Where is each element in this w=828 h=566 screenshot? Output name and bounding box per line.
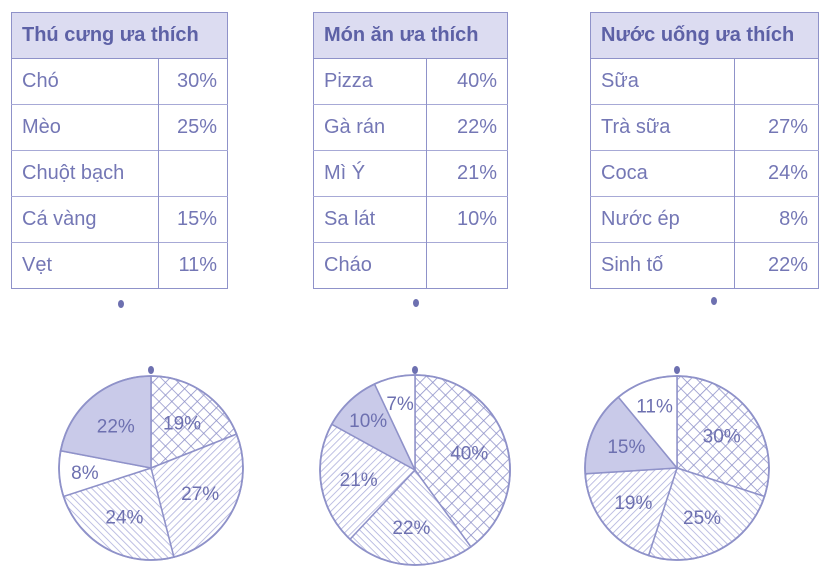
pie-slice-label: 40% [450, 443, 488, 464]
pie-slice-label: 25% [683, 508, 721, 529]
table-dot [413, 299, 419, 307]
table-row: Cá vàng 15% [11, 196, 228, 243]
pie-slice-label: 11% [636, 397, 673, 418]
table-row: Nước ép 8% [590, 196, 819, 243]
table-title: Món ăn ưa thích [313, 12, 508, 59]
table-row: Gà rán 22% [313, 104, 508, 151]
table-title: Thú cưng ưa thích [11, 12, 228, 59]
table-row: Chuột bạch [11, 150, 228, 197]
table-row: Vẹt 11% [11, 242, 228, 289]
table-row: Sinh tố 22% [590, 242, 819, 289]
table-dot [711, 297, 717, 305]
table-row: Mèo 25% [11, 104, 228, 151]
pie-slice-label: 15% [607, 437, 645, 458]
pie-slice-label: 22% [392, 518, 430, 539]
pie-slice-label: 24% [105, 507, 143, 528]
pie-slice-label: 19% [614, 493, 652, 514]
pie-dot [674, 366, 680, 374]
pie-slice-label: 30% [703, 427, 741, 448]
table-row: Mì Ý 21% [313, 150, 508, 197]
pie-slice-label: 21% [340, 470, 378, 491]
table-row: Sữa [590, 58, 819, 105]
table-row: Coca 24% [590, 150, 819, 197]
pie-slice-label: 19% [163, 413, 201, 434]
pie-dot [412, 366, 418, 374]
table-dot [118, 300, 124, 308]
pie-slice-label: 22% [97, 416, 135, 437]
pie-dot [148, 366, 154, 374]
table-row: Cháo [313, 242, 508, 289]
pie-slice-label: 27% [181, 484, 219, 505]
pie-slice-label: 7% [386, 394, 414, 415]
pie-slice-label: 8% [71, 463, 99, 484]
pie-slice-label: 10% [349, 411, 387, 432]
drinks-table: Nước uống ưa thích Sữa Trà sữa 27% Coca 24… [590, 12, 819, 289]
pets-table: Thú cưng ưa thích Chó 30% Mèo 25% Chuột bạ… [11, 12, 228, 289]
table-row: Chó 30% [11, 58, 228, 105]
table-row: Pizza 40% [313, 58, 508, 105]
table-row: Trà sữa 27% [590, 104, 819, 151]
table-row: Sa lát 10% [313, 196, 508, 243]
